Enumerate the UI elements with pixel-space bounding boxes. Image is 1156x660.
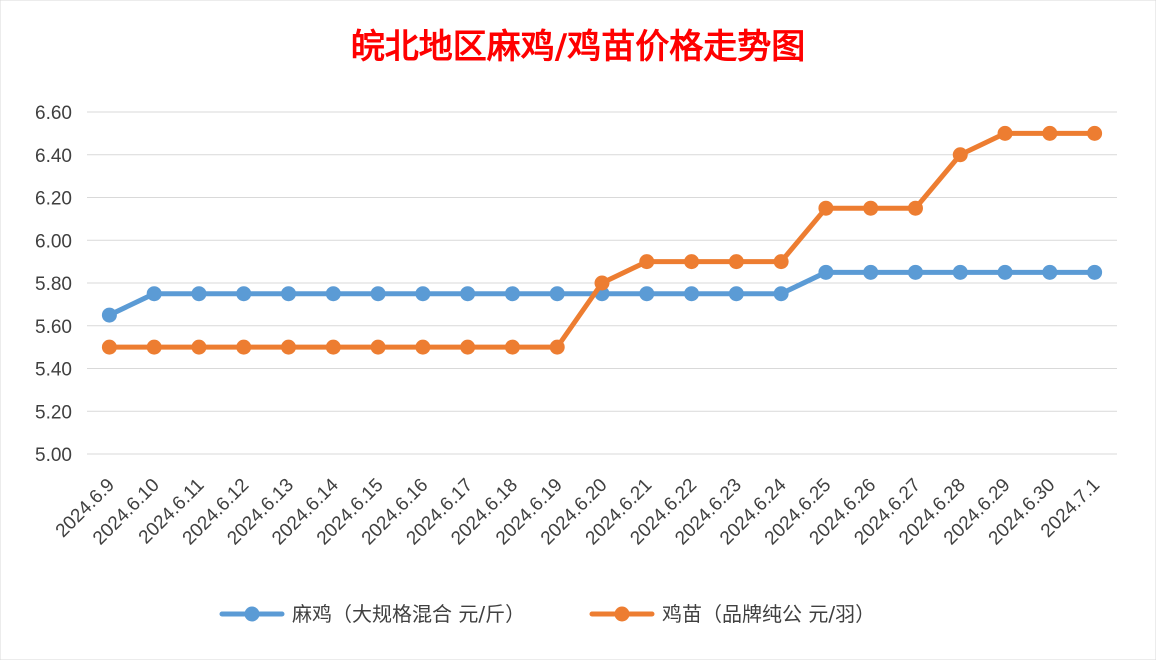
data-point [1087, 125, 1103, 141]
data-point [549, 339, 565, 355]
data-point [907, 264, 923, 280]
data-point [281, 339, 297, 355]
y-tick-label: 6.20 [35, 189, 72, 210]
chart-title: 皖北地区麻鸡/鸡苗价格走势图 [351, 27, 805, 67]
data-point [863, 200, 879, 216]
data-point [594, 275, 610, 291]
data-point [146, 286, 162, 302]
data-point [101, 307, 117, 323]
legend-entry: 麻鸡（大规格混合 元/斤） [219, 602, 525, 626]
y-tick-label: 5.60 [35, 317, 72, 338]
y-tick-label: 6.00 [35, 231, 72, 252]
legend-label: 鸡苗（品牌纯公 元/羽） [662, 602, 875, 626]
data-point [684, 286, 700, 302]
y-tick-label: 6.40 [35, 146, 72, 167]
series-2 [101, 125, 1103, 355]
legend-swatch-marker [614, 606, 630, 622]
legend-label: 麻鸡（大规格混合 元/斤） [292, 602, 525, 626]
data-point [236, 339, 252, 355]
data-point [146, 339, 162, 355]
data-point [325, 286, 341, 302]
data-point [504, 286, 520, 302]
data-point [460, 339, 476, 355]
data-point [460, 286, 476, 302]
data-point [1042, 264, 1058, 280]
legend-entry: 鸡苗（品牌纯公 元/羽） [589, 602, 875, 626]
data-point [415, 339, 431, 355]
data-point [370, 339, 386, 355]
legend-swatch-marker [244, 606, 260, 622]
data-point [684, 254, 700, 270]
data-point [281, 286, 297, 302]
y-tick-label: 5.20 [35, 402, 72, 423]
data-point [101, 339, 117, 355]
data-point [907, 200, 923, 216]
data-point [863, 264, 879, 280]
data-point [773, 254, 789, 270]
data-point [191, 339, 207, 355]
y-tick-label: 5.80 [35, 274, 72, 295]
data-point [818, 200, 834, 216]
data-point [191, 286, 207, 302]
data-point [549, 286, 565, 302]
data-point [236, 286, 252, 302]
data-point [504, 339, 520, 355]
legend: 麻鸡（大规格混合 元/斤） 鸡苗（品牌纯公 元/羽） [219, 602, 875, 626]
data-point [1042, 125, 1058, 141]
data-point [773, 286, 789, 302]
data-point [728, 286, 744, 302]
data-point [952, 147, 968, 163]
series [101, 125, 1103, 355]
data-point [370, 286, 386, 302]
data-point [415, 286, 431, 302]
data-point [325, 339, 341, 355]
data-point [639, 254, 655, 270]
data-point [952, 264, 968, 280]
y-axis-ticks: 5.00 5.20 5.40 5.60 5.80 6.00 6.20 6.40 6.60 [35, 103, 72, 466]
y-tick-label: 6.60 [35, 103, 72, 124]
data-point [997, 125, 1013, 141]
data-point [728, 254, 744, 270]
data-point [1087, 264, 1103, 280]
y-tick-label: 5.00 [35, 445, 72, 466]
data-point [818, 264, 834, 280]
data-point [997, 264, 1013, 280]
y-tick-label: 5.40 [35, 360, 72, 381]
data-point [639, 286, 655, 302]
series-1 [101, 264, 1103, 323]
